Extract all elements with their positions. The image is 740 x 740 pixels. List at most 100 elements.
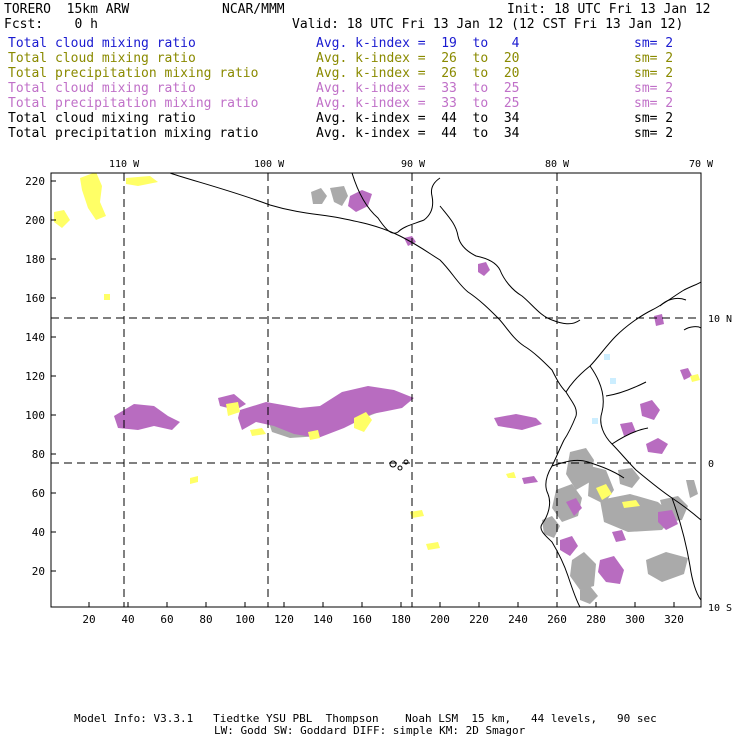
x-tick-label: 80 (199, 613, 212, 626)
yellow-patch (308, 430, 320, 440)
gray-patch (570, 552, 596, 590)
lat-labels: 10 N 0 10 S (708, 314, 732, 614)
yellow-patch (596, 484, 612, 500)
legend-row-kindex: Avg. k-index = 19 to 4 (316, 36, 520, 51)
coastlines (169, 173, 701, 607)
y-tick-label: 160 (25, 292, 45, 305)
galapagos-islands (389, 459, 409, 471)
y-tick-labels: 20 40 60 80 100 120 140 160 180 200 220 (25, 175, 45, 578)
x-tick-label: 320 (664, 613, 684, 626)
x-tick-label: 20 (82, 613, 95, 626)
lon-label: 100 W (254, 159, 285, 170)
lightblue-patch (604, 354, 610, 360)
gray-patch (686, 480, 698, 498)
lightblue-patch (592, 418, 598, 424)
gray-cloud-patches (268, 186, 698, 604)
legend-row-field: Total precipitation mixing ratio (8, 66, 259, 81)
lightblue-cloud-patches (592, 354, 616, 424)
model-title: TORERO 15km ARW (4, 2, 130, 17)
map-frame (50, 172, 702, 608)
yellow-patch (250, 428, 266, 436)
magenta-patch (620, 422, 636, 436)
x-tick-label: 200 (430, 613, 450, 626)
yellow-patch (80, 173, 106, 220)
x-tick-label: 40 (121, 613, 134, 626)
lon-labels: 110 W 100 W 90 W 80 W 70 W (109, 159, 714, 170)
x-tick-label: 180 (391, 613, 411, 626)
legend-row-kindex: Avg. k-index = 26 to 20 (316, 66, 520, 81)
x-tick-label: 100 (235, 613, 255, 626)
yellow-patch (104, 294, 110, 300)
latlon-grid (51, 173, 701, 607)
y-tick-label: 80 (32, 448, 45, 461)
gray-patch (646, 552, 688, 582)
magenta-patch (218, 394, 246, 410)
y-tick-label: 100 (25, 409, 45, 422)
map-layers (51, 173, 701, 607)
magenta-patch (114, 404, 180, 430)
yellow-patch (354, 412, 372, 432)
lon-label: 70 W (689, 159, 714, 170)
legend-row-field: Total cloud mixing ratio (8, 36, 196, 51)
gray-patch (618, 468, 640, 488)
gray-patch (311, 188, 327, 204)
legend-row-sm: sm= 2 (634, 111, 674, 126)
magenta-patch (598, 556, 624, 584)
magenta-patch (522, 476, 538, 484)
yellow-patch (410, 510, 424, 518)
legend-row-kindex: Avg. k-index = 44 to 34 (316, 126, 520, 141)
yellow-cloud-patches (54, 173, 700, 550)
lat-label: 0 (708, 459, 714, 470)
lon-label: 110 W (109, 159, 140, 170)
legend-row-field: Total precipitation mixing ratio (8, 96, 259, 111)
yellow-patch (690, 374, 700, 382)
x-tick-label: 220 (469, 613, 489, 626)
y-tick-label: 180 (25, 253, 45, 266)
magenta-patch (478, 262, 490, 276)
coastline-south-america-pacific (540, 391, 581, 607)
coastline-gulf-yucatan (351, 173, 581, 325)
x-tick-label: 260 (547, 613, 567, 626)
legend-row-sm: sm= 2 (634, 66, 674, 81)
y-tick-label: 200 (25, 214, 45, 227)
y-tick-label: 120 (25, 370, 45, 383)
axis-ticks (51, 180, 675, 607)
yellow-patch (54, 210, 70, 228)
magenta-patch (646, 438, 668, 454)
legend-row-sm: sm= 2 (634, 36, 674, 51)
yellow-patch (506, 472, 516, 478)
magenta-patch (238, 386, 414, 438)
magenta-patch (566, 498, 582, 516)
gray-patch (600, 494, 674, 532)
org-label: NCAR/MMM (222, 2, 285, 17)
legend-row-sm: sm= 2 (634, 96, 674, 111)
physics-info: LW: Godd SW: Goddard DIFF: simple KM: 2D… (214, 724, 526, 737)
coastline-mexico-central-america (169, 173, 567, 393)
y-tick-label: 20 (32, 565, 45, 578)
magenta-patch (560, 536, 578, 556)
border-andes (589, 365, 701, 521)
x-tick-label: 60 (160, 613, 173, 626)
legend-row-field: Total cloud mixing ratio (8, 111, 196, 126)
model-info: Model Info: V3.3.1 Tiedtke YSU PBL Thomp… (74, 712, 657, 725)
magenta-patch (658, 510, 678, 530)
yellow-patch (126, 176, 158, 186)
legend-row-sm: sm= 2 (634, 126, 674, 141)
y-tick-label: 40 (32, 526, 45, 539)
gray-patch (566, 448, 594, 490)
legend-row-sm: sm= 2 (634, 51, 674, 66)
yellow-patch (190, 476, 198, 484)
magenta-patch (494, 414, 542, 430)
legend-row-kindex: Avg. k-index = 44 to 34 (316, 111, 520, 126)
x-tick-label: 160 (352, 613, 372, 626)
lightblue-patch (610, 378, 616, 384)
lat-label: 10 S (708, 603, 732, 614)
legend-row-field: Total cloud mixing ratio (8, 51, 196, 66)
magenta-patch (640, 400, 660, 420)
valid-time: Valid: 18 UTC Fri 13 Jan 12 (12 CST Fri … (292, 17, 684, 32)
y-tick-label: 140 (25, 331, 45, 344)
gray-patch (330, 186, 348, 206)
forecast-hour: Fcst: 0 h (4, 17, 98, 32)
y-tick-label: 60 (32, 487, 45, 500)
coastline-caribbean-islands (659, 297, 701, 331)
